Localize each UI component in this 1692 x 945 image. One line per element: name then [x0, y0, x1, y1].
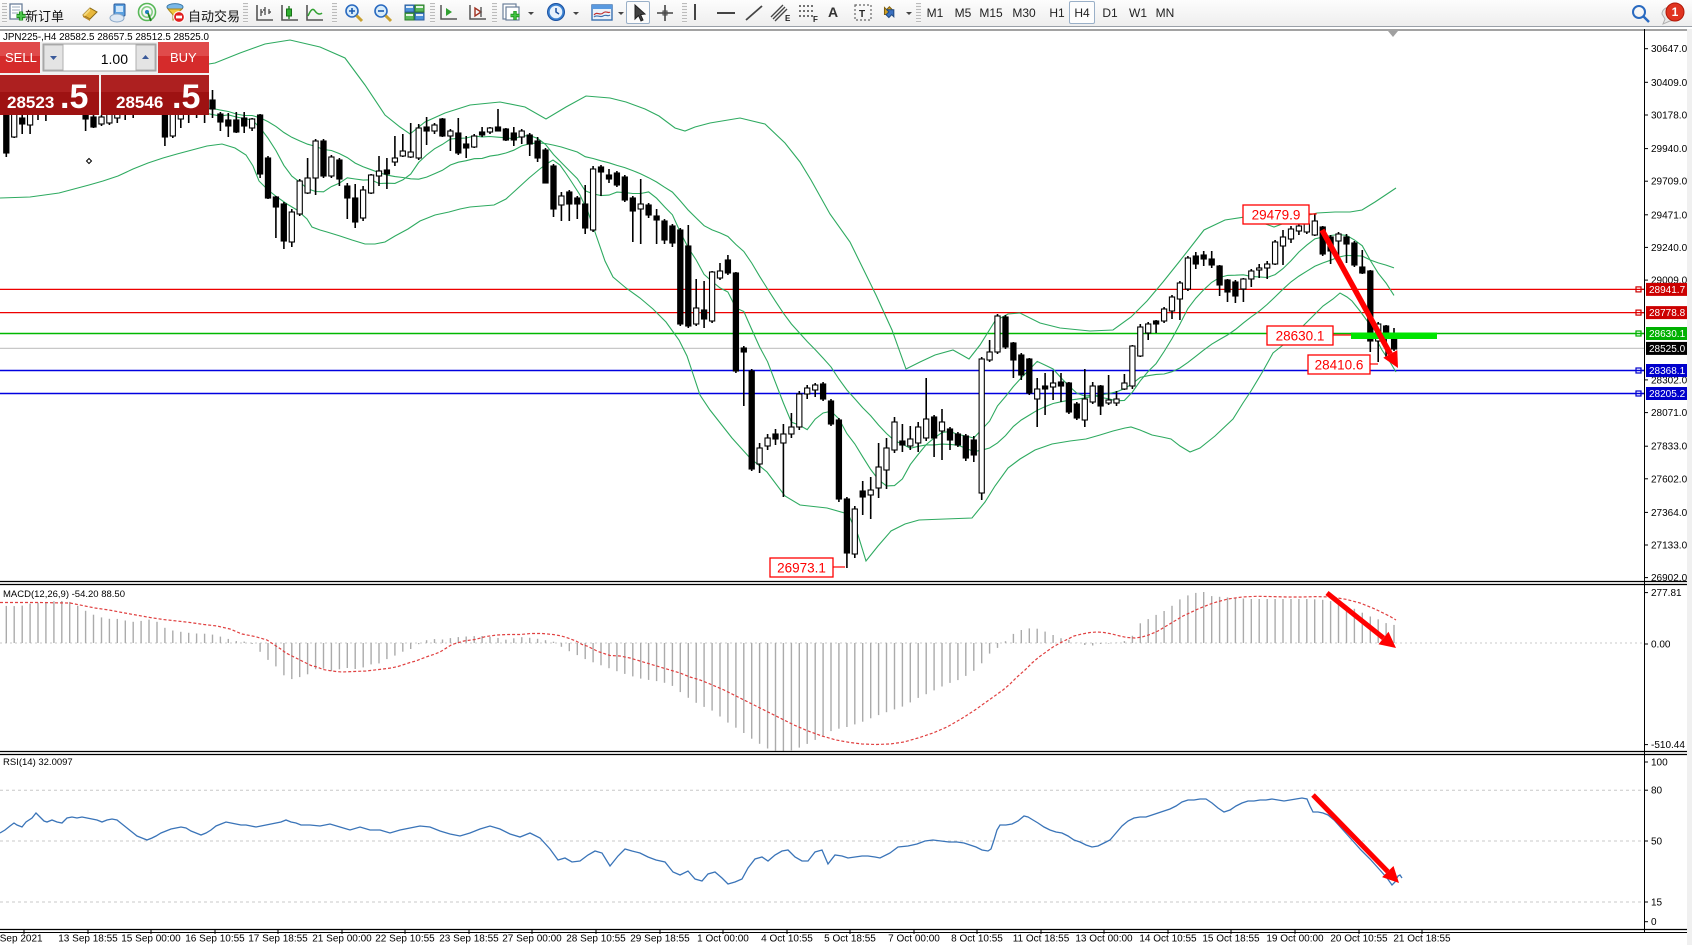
svg-text:28205.2: 28205.2: [1649, 389, 1686, 400]
svg-text:27 Sep 00:00: 27 Sep 00:00: [502, 934, 562, 945]
svg-text:15 Oct 18:55: 15 Oct 18:55: [1202, 934, 1260, 945]
svg-text:RSI(14) 32.0097: RSI(14) 32.0097: [3, 757, 73, 768]
svg-text:8 Oct 10:55: 8 Oct 10:55: [951, 934, 1003, 945]
svg-text:28525.0: 28525.0: [1649, 344, 1686, 355]
svg-text:T: T: [859, 9, 865, 20]
svg-text:26973.1: 26973.1: [777, 561, 826, 576]
svg-text:MACD(12,26,9) -54.20 88.50: MACD(12,26,9) -54.20 88.50: [3, 589, 125, 600]
svg-text:26902.0: 26902.0: [1651, 573, 1688, 584]
svg-text:80: 80: [1651, 786, 1663, 797]
svg-text:1.00: 1.00: [101, 51, 128, 67]
svg-text:11 Oct 18:55: 11 Oct 18:55: [1013, 934, 1070, 945]
svg-text:.5: .5: [60, 78, 88, 116]
svg-text:28778.8: 28778.8: [1649, 308, 1686, 319]
svg-text:27602.0: 27602.0: [1651, 474, 1688, 485]
svg-text:277.81: 277.81: [1651, 588, 1682, 599]
svg-text:17 Sep 18:55: 17 Sep 18:55: [248, 934, 308, 945]
svg-text:22 Sep 10:55: 22 Sep 10:55: [375, 934, 435, 945]
svg-text:28368.1: 28368.1: [1649, 366, 1686, 377]
svg-text:27833.0: 27833.0: [1651, 442, 1688, 453]
svg-text:0: 0: [1651, 917, 1657, 928]
svg-text:15 Sep 00:00: 15 Sep 00:00: [121, 934, 181, 945]
svg-text:27364.0: 27364.0: [1651, 508, 1688, 519]
svg-text:29 Sep 18:55: 29 Sep 18:55: [630, 934, 690, 945]
svg-text:100: 100: [1651, 758, 1668, 769]
svg-text:20 Oct 10:55: 20 Oct 10:55: [1330, 934, 1388, 945]
svg-text:7 Oct 00:00: 7 Oct 00:00: [888, 934, 940, 945]
svg-text:1: 1: [1672, 5, 1679, 19]
svg-text:E: E: [785, 14, 791, 23]
svg-text:23 Sep 18:55: 23 Sep 18:55: [439, 934, 499, 945]
svg-text:5 Oct 18:55: 5 Oct 18:55: [824, 934, 876, 945]
svg-text:BUY: BUY: [170, 50, 197, 65]
svg-text:21 Sep 00:00: 21 Sep 00:00: [312, 934, 372, 945]
svg-text:28941.7: 28941.7: [1649, 285, 1686, 296]
svg-text:19 Oct 00:00: 19 Oct 00:00: [1266, 934, 1324, 945]
svg-text:29709.0: 29709.0: [1651, 177, 1688, 188]
svg-text:4 Oct 10:55: 4 Oct 10:55: [761, 934, 813, 945]
svg-text:21 Oct 18:55: 21 Oct 18:55: [1393, 934, 1451, 945]
svg-text:30409.0: 30409.0: [1651, 78, 1688, 89]
svg-text:13 Oct 00:00: 13 Oct 00:00: [1075, 934, 1133, 945]
svg-text:29479.9: 29479.9: [1252, 208, 1301, 223]
svg-text:28071.0: 28071.0: [1651, 408, 1688, 419]
svg-text:28410.6: 28410.6: [1315, 358, 1364, 373]
svg-text:50: 50: [1651, 837, 1663, 848]
svg-text:JPN225-,H4 28582.5 28657.5 28: JPN225-,H4 28582.5 28657.5 28512.5 28525…: [3, 32, 209, 43]
svg-text:29240.0: 29240.0: [1651, 243, 1688, 254]
svg-text:29009.0: 29009.0: [1651, 276, 1688, 287]
svg-text:30178.0: 30178.0: [1651, 111, 1688, 122]
svg-text:16 Sep 10:55: 16 Sep 10:55: [185, 934, 245, 945]
svg-text:29940.0: 29940.0: [1651, 144, 1688, 155]
svg-text:30647.0: 30647.0: [1651, 44, 1688, 55]
svg-text:28523: 28523: [7, 93, 54, 112]
svg-text:9 Sep 2021: 9 Sep 2021: [0, 934, 43, 945]
svg-text:28630.1: 28630.1: [1649, 329, 1686, 340]
svg-text:.5: .5: [172, 78, 200, 116]
svg-text:28302.0: 28302.0: [1651, 375, 1688, 386]
svg-text:27133.0: 27133.0: [1651, 541, 1688, 552]
svg-text:F: F: [813, 15, 818, 23]
svg-text:29471.0: 29471.0: [1651, 210, 1688, 221]
svg-text:14 Oct 10:55: 14 Oct 10:55: [1139, 934, 1197, 945]
svg-text:13 Sep 18:55: 13 Sep 18:55: [58, 934, 118, 945]
svg-text:1 Oct 00:00: 1 Oct 00:00: [697, 934, 749, 945]
svg-text:28546: 28546: [116, 93, 163, 112]
svg-text:SELL: SELL: [5, 50, 37, 65]
svg-text:28 Sep 10:55: 28 Sep 10:55: [566, 934, 626, 945]
svg-text:28630.1: 28630.1: [1276, 329, 1325, 344]
svg-text:0.00: 0.00: [1651, 640, 1671, 651]
svg-text:-510.44: -510.44: [1651, 740, 1685, 751]
svg-text:15: 15: [1651, 898, 1663, 909]
